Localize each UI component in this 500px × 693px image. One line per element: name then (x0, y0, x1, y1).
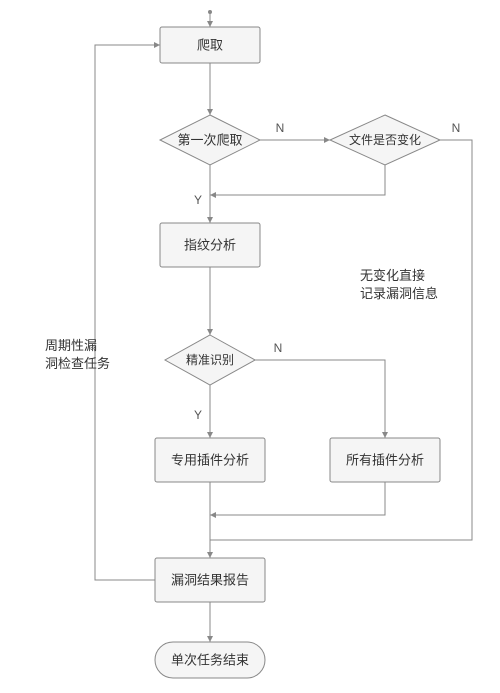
node-first-crawl-label: 第一次爬取 (177, 133, 242, 148)
node-dedicated: 专用插件分析 (155, 438, 265, 482)
node-report-label: 漏洞结果报告 (171, 573, 249, 588)
entry-dot (208, 10, 212, 14)
edge-label-filechanged-n: N (452, 121, 461, 135)
annotation-right: 无变化直接 记录漏洞信息 (360, 268, 438, 301)
node-all-plugins-label: 所有插件分析 (346, 453, 424, 468)
edge-filechanged-fingerprint (210, 165, 385, 195)
node-fingerprint-label: 指纹分析 (184, 238, 236, 253)
edge-precise-allplugins (255, 360, 385, 438)
node-precise-label: 精准识别 (186, 353, 234, 367)
node-all-plugins: 所有插件分析 (330, 438, 440, 482)
node-report: 漏洞结果报告 (155, 558, 265, 602)
node-end-label: 单次任务结束 (171, 653, 249, 668)
edge-label-precise-n: N (274, 341, 283, 355)
node-fingerprint: 指纹分析 (160, 223, 260, 267)
edge-label-firstcrawl-n: N (276, 121, 285, 135)
edge-allplugins-merge (210, 482, 385, 515)
node-file-changed: 文件是否变化 (330, 115, 440, 165)
edge-report-crawl-loop (95, 45, 160, 580)
flowchart-canvas: N Y N Y N 爬取 第一次爬取 文件是否变化 指纹分析 (0, 0, 500, 693)
node-crawl: 爬取 (160, 27, 260, 63)
node-file-changed-label: 文件是否变化 (349, 132, 421, 147)
annotation-left: 周期性漏 洞检查任务 (45, 338, 110, 371)
edge-label-firstcrawl-y: Y (194, 193, 202, 207)
node-crawl-label: 爬取 (197, 38, 223, 53)
node-precise: 精准识别 (165, 335, 255, 385)
edge-label-precise-y: Y (194, 408, 202, 422)
node-end: 单次任务结束 (155, 642, 265, 678)
node-first-crawl: 第一次爬取 (160, 115, 260, 165)
node-dedicated-label: 专用插件分析 (171, 453, 249, 468)
